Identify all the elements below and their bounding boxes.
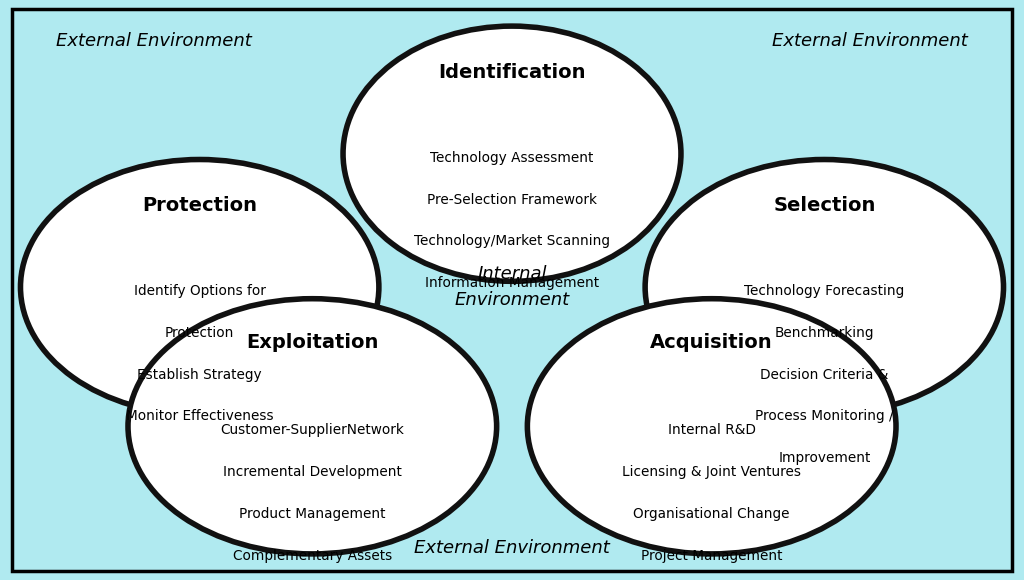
Text: Pre-Selection Framework: Pre-Selection Framework — [427, 193, 597, 206]
Text: Establish Strategy: Establish Strategy — [137, 368, 262, 382]
Text: Benchmarking: Benchmarking — [774, 326, 874, 340]
Text: External Environment: External Environment — [56, 31, 252, 50]
Text: Project Management: Project Management — [641, 549, 782, 563]
Text: Selection: Selection — [773, 197, 876, 215]
Text: Identify Options for: Identify Options for — [134, 284, 265, 298]
Text: External Environment: External Environment — [772, 31, 968, 50]
Text: External Environment: External Environment — [414, 539, 610, 557]
Text: Exploitation: Exploitation — [246, 333, 379, 351]
Text: Customer-SupplierNetwork: Customer-SupplierNetwork — [220, 423, 404, 437]
Text: Organisational Change: Organisational Change — [634, 507, 790, 521]
Text: Decision Criteria &: Decision Criteria & — [760, 368, 889, 382]
Text: Identification: Identification — [438, 63, 586, 82]
Text: Internal R&D: Internal R&D — [668, 423, 756, 437]
Text: Technology/Market Scanning: Technology/Market Scanning — [414, 234, 610, 248]
Text: Technology Assessment: Technology Assessment — [430, 151, 594, 165]
Ellipse shape — [128, 299, 497, 554]
Text: Acquisition: Acquisition — [650, 333, 773, 351]
Text: Protection: Protection — [142, 197, 257, 215]
Ellipse shape — [527, 299, 896, 554]
Text: Protection: Protection — [165, 326, 234, 340]
Text: Information Management: Information Management — [425, 276, 599, 290]
Text: Technology Forecasting: Technology Forecasting — [744, 284, 904, 298]
Text: Process Monitoring /: Process Monitoring / — [755, 409, 894, 423]
Text: Internal
Environment: Internal Environment — [455, 265, 569, 309]
Text: Licensing & Joint Ventures: Licensing & Joint Ventures — [623, 465, 801, 479]
Text: Improvement: Improvement — [778, 451, 870, 465]
Ellipse shape — [645, 160, 1004, 415]
Text: Monitor Effectiveness: Monitor Effectiveness — [126, 409, 273, 423]
Ellipse shape — [343, 26, 681, 281]
Text: Complementary Assets: Complementary Assets — [232, 549, 392, 563]
Text: Product Management: Product Management — [239, 507, 386, 521]
Text: Incremental Development: Incremental Development — [223, 465, 401, 479]
Ellipse shape — [20, 160, 379, 415]
